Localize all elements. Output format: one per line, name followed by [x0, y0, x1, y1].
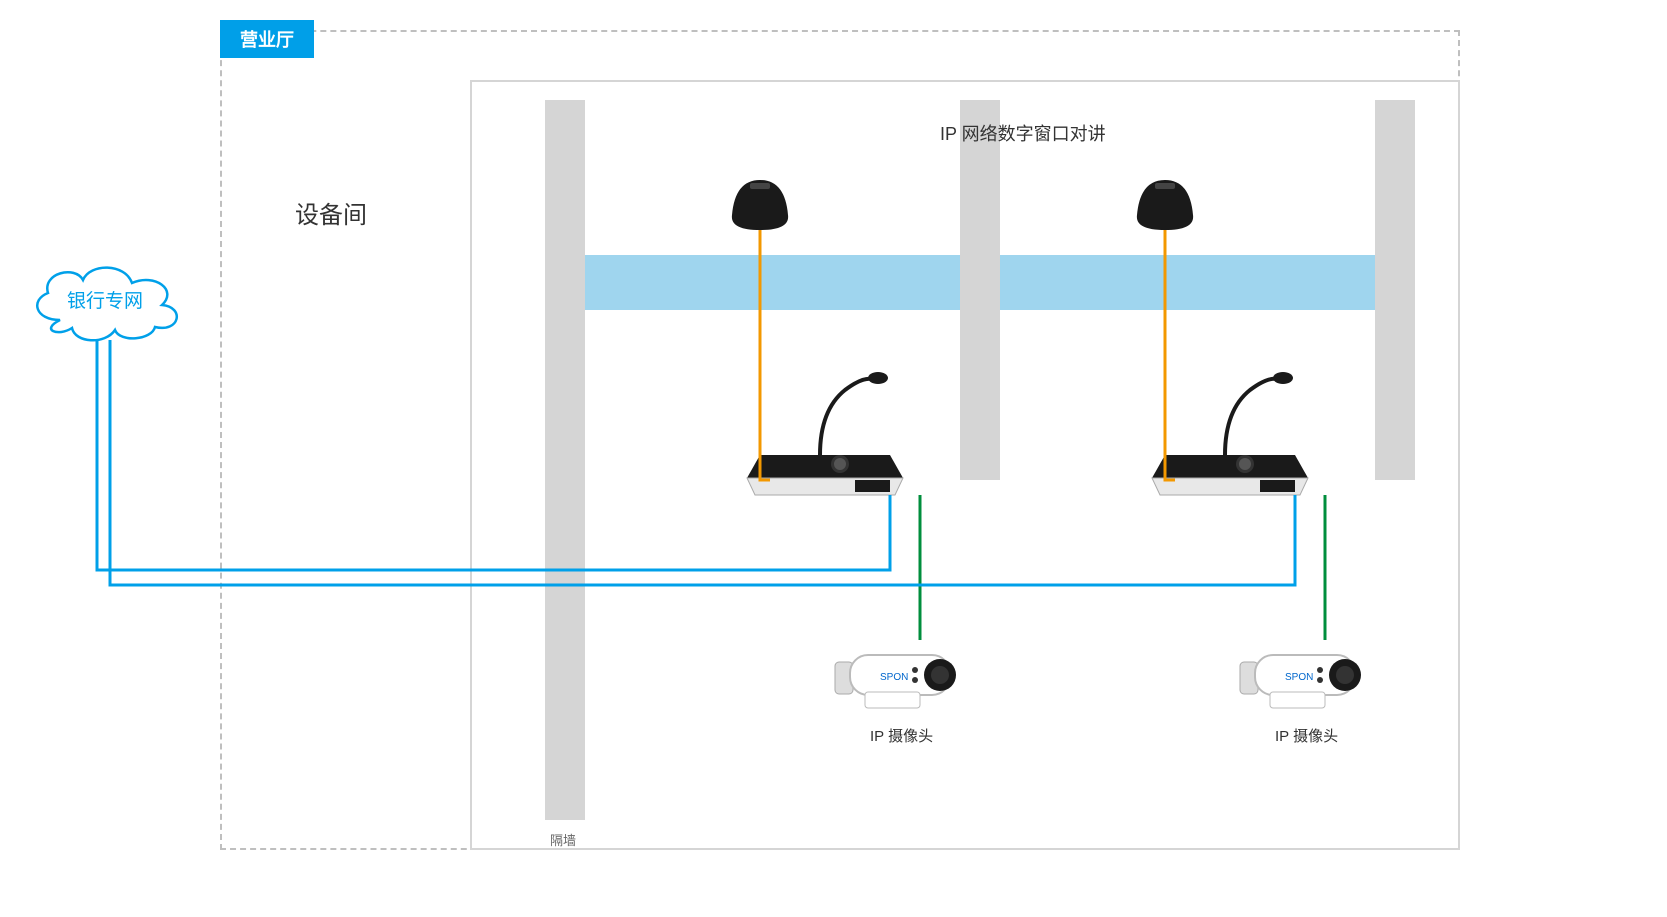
camera-label: IP 摄像头 — [1275, 725, 1338, 746]
ip-camera-icon: SPON — [1235, 640, 1385, 710]
speaker-unit-icon — [720, 175, 800, 235]
ip-camera-icon: SPON — [830, 640, 980, 710]
intercom-title: IP 网络数字窗口对讲 — [940, 120, 1106, 146]
wall-label: 隔墙 — [550, 830, 576, 849]
svg-text:SPON: SPON — [1285, 672, 1313, 683]
partition-wall — [960, 100, 1000, 480]
counter-bar — [585, 255, 1415, 310]
hall-title: 营业厅 — [220, 20, 314, 58]
partition-wall — [1375, 100, 1415, 480]
equipment-room-label: 设备间 — [295, 195, 367, 230]
speaker-unit-icon — [1125, 175, 1205, 235]
partition-wall — [545, 100, 585, 820]
diagram-canvas: 营业厅 设备间 隔墙 IP 网络数字窗口对讲 银行专网 — [20, 20, 1647, 897]
intercom-station-icon — [735, 360, 905, 490]
bank-network-cloud-icon: 银行专网 — [20, 255, 190, 345]
svg-text:SPON: SPON — [880, 672, 908, 683]
intercom-station-icon — [1140, 360, 1310, 490]
camera-label: IP 摄像头 — [870, 725, 933, 746]
cloud-label: 银行专网 — [67, 290, 143, 312]
